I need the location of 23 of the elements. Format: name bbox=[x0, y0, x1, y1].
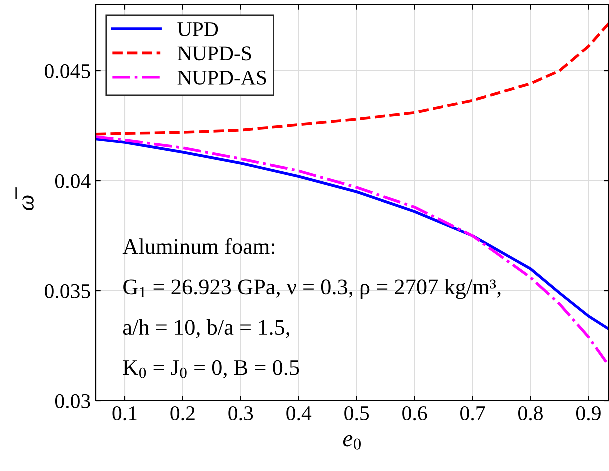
line-series bbox=[96, 22, 609, 136]
y-tick-label: 0.045 bbox=[45, 64, 90, 79]
annotation: Aluminum foam: bbox=[122, 238, 275, 254]
x-tick-label: 0.2 bbox=[170, 406, 195, 421]
x-tick-label: 0.6 bbox=[402, 406, 428, 421]
legend-label: UPD bbox=[178, 22, 218, 36]
y-tick-label: 0.03 bbox=[55, 394, 90, 409]
legend-label: NUPD-S bbox=[178, 46, 252, 61]
x-tick-label: 0.1 bbox=[112, 406, 137, 421]
y-tick-label: 0.04 bbox=[55, 174, 91, 189]
annotation: K$_{0}$ = J$_{0}$ = 0, B = 0.5 bbox=[123, 360, 300, 379]
x-tick-label: 0.7 bbox=[460, 406, 486, 421]
x-tick-label: 0.4 bbox=[286, 406, 312, 421]
x-tick-label: 0.3 bbox=[228, 406, 254, 421]
annotation: a/h = 10, b/a = 1.5, bbox=[123, 319, 290, 338]
annotation: G$_{1}$ = 26.923 GPa, ν = 0.3, ρ = 2707 kg/m³, bbox=[124, 279, 501, 300]
y-tick-label: 0.035 bbox=[45, 284, 90, 299]
x-tick-label: 0.8 bbox=[518, 406, 543, 421]
x-tick-label: 0.9 bbox=[576, 406, 601, 421]
x-tick-label: 0.5 bbox=[344, 406, 370, 421]
x-axis-title: e$_{0}$ bbox=[343, 435, 362, 450]
y-axis-title: ω̅ bbox=[16, 187, 34, 211]
legend-label: NUPD-AS bbox=[178, 70, 266, 85]
